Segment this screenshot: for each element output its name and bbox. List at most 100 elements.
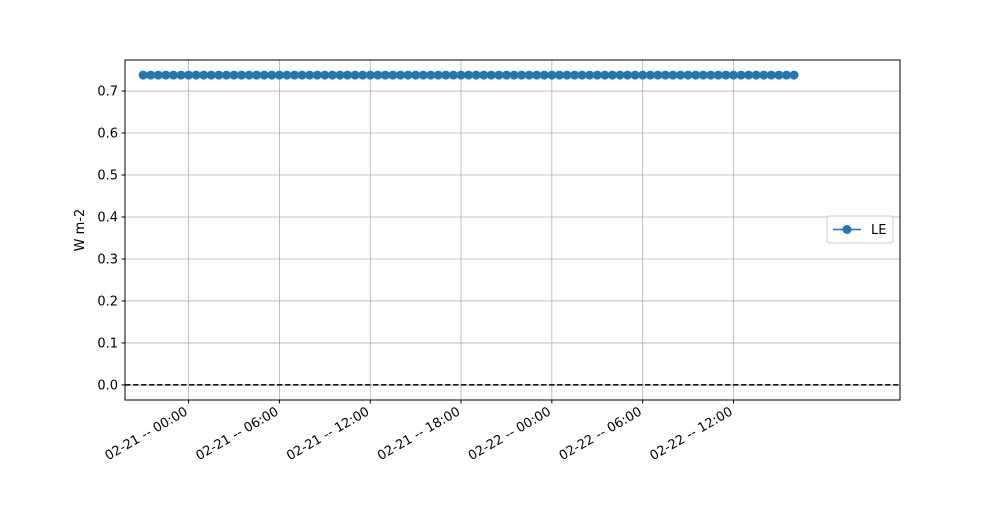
data-point [570, 70, 580, 80]
data-point [630, 70, 640, 80]
data-point [638, 70, 648, 80]
data-point [728, 70, 738, 80]
data-point [713, 70, 723, 80]
data-point [653, 70, 663, 80]
data-point [539, 70, 549, 80]
data-point [456, 70, 466, 80]
x-tick-label: 02-22 -- 06:00 [557, 404, 645, 463]
y-axis-label: W m-2 [73, 209, 88, 252]
data-point [486, 70, 496, 80]
data-point [206, 70, 216, 80]
y-tick-label: 0.1 [97, 336, 118, 351]
data-point [660, 70, 670, 80]
data-point [698, 70, 708, 80]
series-marks [125, 70, 900, 386]
data-point [759, 70, 769, 80]
legend-label: LE [871, 223, 886, 238]
x-tick-label: 02-22 -- 12:00 [648, 404, 736, 463]
data-point [312, 70, 322, 80]
data-point [517, 70, 527, 80]
data-point [789, 70, 799, 80]
data-point [781, 70, 791, 80]
data-point [282, 70, 292, 80]
data-point [199, 70, 209, 80]
x-tick-label: 02-21 -- 00:00 [103, 404, 191, 463]
data-point [592, 70, 602, 80]
data-point [214, 70, 224, 80]
grid [125, 60, 900, 400]
data-point [388, 70, 398, 80]
data-point [138, 70, 148, 80]
data-point [380, 70, 390, 80]
data-point [501, 70, 511, 80]
data-point [184, 70, 194, 80]
y-tick-label: 0.2 [97, 294, 118, 309]
data-point [668, 70, 678, 80]
x-tick-label: 02-22 -- 00:00 [466, 404, 554, 463]
data-point [191, 70, 201, 80]
data-point [168, 70, 178, 80]
data-point [343, 70, 353, 80]
data-point [290, 70, 300, 80]
data-point [327, 70, 337, 80]
data-point [721, 70, 731, 80]
data-point [433, 70, 443, 80]
y-tick-label: 0.7 [97, 85, 118, 100]
plot-frame [124, 59, 901, 401]
data-point [221, 70, 231, 80]
data-point [365, 70, 375, 80]
ticks: 0.00.10.20.30.40.50.60.702-21 -- 00:00 02… [97, 85, 735, 464]
data-point [237, 70, 247, 80]
data-point [403, 70, 413, 80]
data-point [448, 70, 458, 80]
legend-marker [842, 225, 852, 234]
legend: LE [826, 215, 894, 244]
data-point [471, 70, 481, 80]
data-point [645, 70, 655, 80]
data-point [373, 70, 383, 80]
data-point [426, 70, 436, 80]
data-point [509, 70, 519, 80]
data-point [766, 70, 776, 80]
data-point [524, 70, 534, 80]
data-point [615, 70, 625, 80]
data-point [411, 70, 421, 80]
data-point [320, 70, 330, 80]
data-point [161, 70, 171, 80]
data-point [259, 70, 269, 80]
data-point [146, 70, 156, 80]
data-point [244, 70, 254, 80]
data-point [274, 70, 284, 80]
x-tick-label: 02-21 -- 12:00 [284, 404, 372, 463]
data-point [744, 70, 754, 80]
data-point [676, 70, 686, 80]
data-point [532, 70, 542, 80]
data-point [464, 70, 474, 80]
data-point [350, 70, 360, 80]
data-point [623, 70, 633, 80]
data-point [229, 70, 239, 80]
data-point [418, 70, 428, 80]
data-point [736, 70, 746, 80]
data-point [751, 70, 761, 80]
data-point [691, 70, 701, 80]
x-tick-label: 02-21 -- 06:00 [193, 404, 281, 463]
x-tick-label: 02-21 -- 18:00 [375, 404, 463, 463]
data-point [554, 70, 564, 80]
data-point [706, 70, 716, 80]
data-point [774, 70, 784, 80]
y-tick-label: 0.6 [97, 127, 118, 142]
data-point [297, 70, 307, 80]
y-tick-label: 0.4 [97, 210, 118, 225]
data-point [441, 70, 451, 80]
data-point [153, 70, 163, 80]
data-point [267, 70, 277, 80]
data-point [585, 70, 595, 80]
y-tick-label: 0.0 [97, 378, 118, 393]
data-point [479, 70, 489, 80]
data-point [252, 70, 262, 80]
data-point [335, 70, 345, 80]
data-point [176, 70, 186, 80]
data-point [305, 70, 315, 80]
